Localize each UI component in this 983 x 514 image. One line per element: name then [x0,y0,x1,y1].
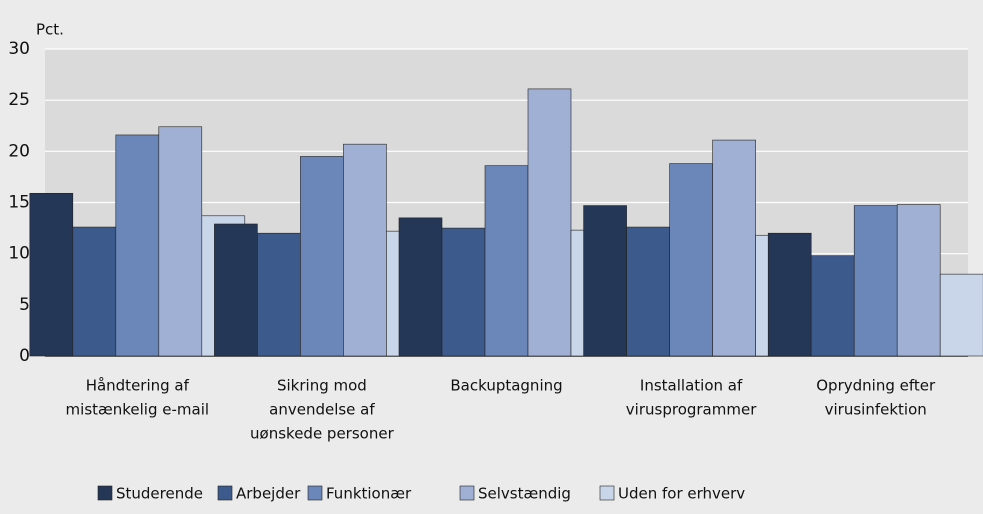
x-tick-label: Installation af [640,377,743,395]
y-axis-label: Pct. [36,21,64,39]
bar [810,255,855,357]
x-tick-label: Oprydning efter [816,377,936,395]
legend-swatch [459,485,475,501]
bar [626,226,670,357]
bar [527,88,572,357]
bar [583,205,627,357]
y-tick-label: 10 [8,244,30,264]
legend-label: Arbejder [236,485,301,503]
bar [853,205,898,357]
y-tick-label: 15 [8,193,30,213]
bar [257,232,301,357]
bar [29,192,74,357]
bar [712,139,756,357]
bar [896,204,941,357]
bar [115,134,160,357]
bar [939,273,983,357]
x-tick-label: uønskede personer [250,425,395,443]
x-tick-label: virusinfektion [825,401,927,419]
y-tick-label: 5 [19,295,30,315]
bar [484,165,529,357]
y-tick-label: 20 [8,141,30,161]
legend-swatch [599,485,615,501]
y-tick-label: 30 [8,39,30,59]
bar [343,143,387,357]
legend-swatch [307,485,323,501]
x-tick-label: virusprogrammer [626,401,757,419]
y-tick-label: 0 [19,346,30,366]
x-tick-label: Backuptagning [450,377,562,395]
bar [72,226,117,357]
legend-label: Studerende [116,485,203,503]
x-tick-label: mistænkelig e-mail [66,401,210,419]
bar [158,126,203,357]
bar [300,156,344,357]
bar [669,163,713,357]
bar [214,223,258,357]
legend-label: Selvstændig [478,485,571,503]
legend-label: Funktionær [326,485,412,503]
bar [441,227,486,357]
x-tick-label: Sikring mod [277,377,367,395]
x-tick-label: anvendelse af [269,401,375,419]
legend-swatch [217,485,233,501]
legend-swatch [97,485,113,501]
x-tick-label: Håndtering af [86,377,190,395]
y-tick-label: 25 [8,90,30,110]
bar [767,232,812,357]
bar [398,217,443,357]
legend-label: Uden for erhverv [618,485,745,503]
